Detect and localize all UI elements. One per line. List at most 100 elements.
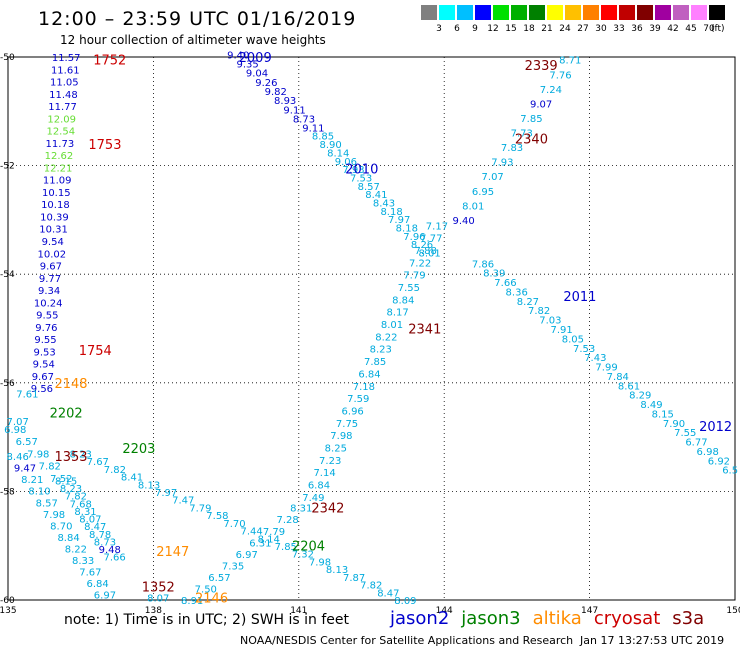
wave-height-value: 7.82 (39, 462, 61, 473)
wave-height-value: 6.95 (472, 187, 494, 198)
wave-height-value: 11.05 (50, 78, 79, 89)
wave-height-value: 11.73 (46, 139, 75, 150)
wave-height-value: 7.47 (172, 496, 194, 507)
wave-height-value: 8.05 (562, 334, 584, 345)
x-tick-label: 150 (726, 606, 740, 616)
wave-height-value: 8.71 (559, 56, 581, 67)
wave-height-value: 8.13 (326, 565, 348, 576)
color-scale-label: 39 (649, 24, 661, 34)
color-swatch (421, 5, 437, 20)
wave-height-value: 6.31 (249, 538, 271, 549)
wave-height-value: 7.07 (482, 172, 504, 183)
color-scale-label: 21 (541, 24, 553, 34)
wave-height-value: 11.09 (43, 176, 72, 187)
wave-height-value: 8.91 (181, 596, 203, 607)
wave-height-value: 8.14 (327, 148, 349, 159)
color-swatch (709, 5, 725, 20)
wave-height-value: 6.84 (358, 369, 380, 380)
wave-height-value: 7.67 (79, 567, 101, 578)
wave-height-value: 7.61 (16, 390, 38, 401)
wave-height-value: 8.09 (394, 596, 416, 607)
pass-number-label: 2341 (408, 323, 441, 338)
wave-height-value: 7.84 (607, 372, 629, 383)
timestamp-text: Jan 17 13:27:53 UTC 2019 (580, 634, 725, 647)
wave-height-value: 7.82 (65, 492, 87, 503)
wave-height-value: 8.22 (375, 332, 397, 343)
wave-height-value: 7.91 (550, 325, 572, 336)
wave-height-value: 8.84 (57, 533, 79, 544)
pass-number-label: 2339 (525, 59, 558, 74)
pass-number-label: 1754 (79, 344, 112, 359)
y-tick-label: -54 (0, 270, 15, 280)
wave-height-value: 10.31 (39, 225, 68, 236)
wave-height-value: 8.21 (21, 475, 43, 486)
wave-height-value: 8.31 (290, 504, 312, 515)
wave-height-value: 9.77 (39, 274, 61, 285)
wave-height-value: 6.98 (697, 447, 719, 458)
wave-height-value: 8.07 (79, 515, 101, 526)
pass-number-label: 2203 (122, 442, 155, 457)
wave-height-value: 10.24 (34, 298, 63, 309)
wave-height-value: 11.57 (52, 53, 81, 64)
wave-height-value: 8.25 (325, 443, 347, 454)
wave-height-value: 9.34 (38, 286, 60, 297)
color-swatch (583, 5, 599, 20)
color-scale-label: 12 (487, 24, 499, 34)
wave-height-value: 12.21 (44, 163, 73, 174)
pass-number-label: 2146 (195, 591, 228, 606)
legend-cryosat: cryosat (593, 608, 661, 629)
wave-height-value: 9.40 (452, 216, 474, 227)
wave-height-value: 7.35 (222, 561, 244, 572)
map-frame (7, 56, 736, 601)
wave-height-value: 8.01 (462, 201, 484, 212)
wave-height-value: 7.53 (350, 173, 372, 184)
wave-height-value: 7.67 (87, 457, 109, 468)
wave-height-value: 7.79 (403, 271, 425, 282)
wave-height-value: 8.10 (28, 487, 50, 498)
pass-number-label: 2204 (292, 540, 325, 555)
wave-height-value: 7.90 (663, 419, 685, 430)
wave-height-value: 7.86 (472, 259, 494, 270)
wave-height-value: 9.07 (530, 99, 552, 110)
x-tick-label: 135 (0, 606, 17, 616)
wave-height-value: 7.79 (189, 503, 211, 514)
wave-height-value: 9.04 (246, 69, 268, 80)
pass-number-label: 2012 (699, 420, 732, 435)
wave-height-value: 7.98 (27, 449, 49, 460)
wave-height-value: 8.61 (618, 381, 640, 392)
wave-height-value: 6.96 (342, 406, 364, 417)
wave-height-value: 8.01 (381, 320, 403, 331)
wave-height-value: 7.82 (360, 581, 382, 592)
wave-height-value: 11.48 (49, 90, 78, 101)
wave-height-value: 8.84 (392, 295, 414, 306)
wave-height-value: 7.53 (573, 344, 595, 355)
legend-altika: altika (532, 608, 582, 629)
wave-height-value: 8.07 (147, 593, 169, 604)
pass-number-label: 2010 (345, 162, 378, 177)
wave-height-value: 7.59 (347, 394, 369, 405)
wave-height-value: 7.88 (415, 246, 437, 257)
pass-number-label: 1352 (142, 580, 175, 595)
wave-height-value: 7.79 (263, 527, 285, 538)
wave-height-value: 8.70 (50, 521, 72, 532)
wave-height-value: 7.85 (275, 542, 297, 553)
wave-height-value: 6.97 (94, 591, 116, 602)
wave-height-value: 12.54 (46, 127, 75, 138)
wave-height-value: 7.97 (155, 488, 177, 499)
wave-height-value: 8.73 (94, 537, 116, 548)
wave-height-value: 7.75 (336, 419, 358, 430)
wave-height-value: 9.54 (33, 360, 55, 371)
wave-height-value: 7.82 (528, 306, 550, 317)
color-scale-label: 45 (685, 24, 697, 34)
pass-number-label: 2202 (50, 407, 83, 422)
wave-height-value: 9.11 (302, 124, 324, 135)
pass-number-label: 1353 (54, 450, 87, 465)
wave-height-value: 6.92 (708, 456, 730, 467)
wave-height-value: 7.44 (240, 527, 262, 538)
y-tick-label: -58 (0, 487, 15, 497)
wave-height-value: 8.23 (60, 484, 82, 495)
wave-height-value: 9.35 (236, 59, 258, 70)
pass-number-label: 2147 (156, 545, 189, 560)
y-tick-label: -60 (0, 596, 15, 606)
wave-height-value: 8.41 (121, 473, 143, 484)
